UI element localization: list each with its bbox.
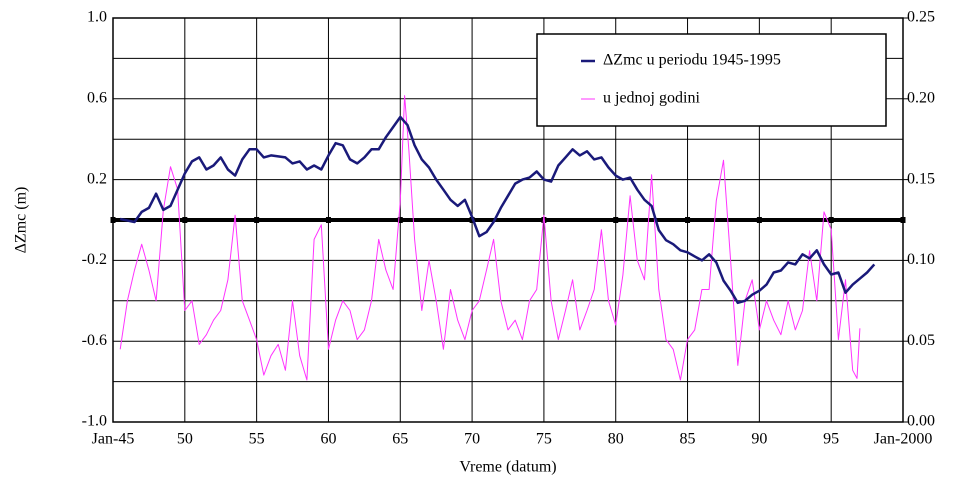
x-tick-label: 50 bbox=[177, 431, 193, 448]
x-tick-label: Jan-45 bbox=[92, 431, 135, 448]
x-axis-label: Vreme (datum) bbox=[459, 459, 556, 476]
x-tick-label: 80 bbox=[608, 431, 624, 448]
x-tick-label: 85 bbox=[680, 431, 696, 448]
zero-line-tick bbox=[756, 217, 762, 223]
zero-line-tick bbox=[828, 217, 834, 223]
zero-line-tick bbox=[613, 217, 619, 223]
y-axis-label: ΔZmc (m) bbox=[13, 187, 30, 254]
zero-line-tick bbox=[182, 217, 188, 223]
y2-tick-label: 0.25 bbox=[907, 9, 935, 26]
series-line bbox=[119, 95, 861, 381]
zero-line-tick bbox=[900, 217, 906, 223]
y2-tick-label: 0.20 bbox=[907, 89, 935, 106]
x-tick-label: 70 bbox=[464, 431, 480, 448]
y2-tick-label: 0.15 bbox=[907, 170, 935, 187]
zero-line-tick bbox=[110, 217, 116, 223]
x-tick-label: 60 bbox=[320, 431, 336, 448]
zero-line-tick bbox=[254, 217, 260, 223]
legend-label: u jednoj godini bbox=[603, 90, 700, 107]
y2-tick-label: 0.00 bbox=[907, 413, 935, 430]
x-tick-label: 55 bbox=[249, 431, 265, 448]
y2-tick-label: 0.10 bbox=[907, 251, 935, 268]
y-tick-label: 1.0 bbox=[87, 9, 107, 26]
series-line bbox=[119, 115, 876, 305]
legend-label: ΔZmc u periodu 1945-1995 bbox=[603, 52, 781, 69]
y-tick-label: 0.2 bbox=[87, 170, 107, 187]
zero-line-tick bbox=[685, 217, 691, 223]
x-tick-label: 95 bbox=[823, 431, 839, 448]
x-tick-label: 65 bbox=[392, 431, 408, 448]
y-tick-label: -0.6 bbox=[82, 332, 107, 349]
legend-box bbox=[536, 33, 887, 127]
x-tick-label: 75 bbox=[536, 431, 552, 448]
y-tick-label: 0.6 bbox=[87, 89, 107, 106]
x-tick-label: Jan-2000 bbox=[874, 431, 933, 448]
zero-line-tick bbox=[325, 217, 331, 223]
zero-line-tick bbox=[397, 217, 403, 223]
x-tick-label: 90 bbox=[751, 431, 767, 448]
y2-tick-label: 0.05 bbox=[907, 332, 935, 349]
y-tick-label: -0.2 bbox=[82, 251, 107, 268]
y-tick-label: -1.0 bbox=[82, 413, 107, 430]
